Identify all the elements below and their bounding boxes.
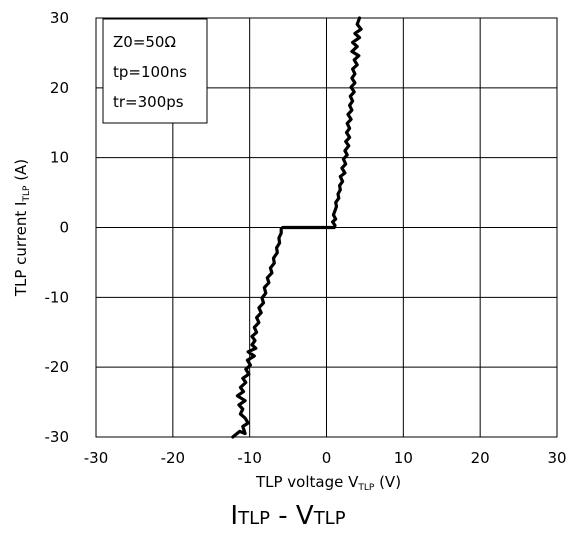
x-axis-label: TLP voltage VTLP (V) xyxy=(255,473,401,493)
legend-entry-0: Z0=50Ω xyxy=(113,33,176,51)
y-tick-label-4: 10 xyxy=(50,149,69,167)
x-tick-label-3: 0 xyxy=(322,449,332,467)
grid-lines xyxy=(96,18,557,437)
y-axis-label: TLP current ITLP (A) xyxy=(12,159,32,297)
y-tick-label-1: -20 xyxy=(45,358,70,376)
plot-border xyxy=(95,17,558,438)
plot-frame xyxy=(95,17,558,438)
y-tick-label-2: -10 xyxy=(45,288,70,306)
x-tick-label-2: -10 xyxy=(237,449,262,467)
x-tick-label-6: 30 xyxy=(547,449,566,467)
y-tick-label-0: -30 xyxy=(45,428,70,446)
tlp-iv-chart: -30 -20 -10 0 10 20 30 -30 -20 -10 0 10 20 30 Z0=50Ω… xyxy=(12,9,567,493)
legend-frame xyxy=(102,18,208,124)
y-tick-label-5: 20 xyxy=(50,79,69,97)
series-line-0 xyxy=(231,16,363,439)
series-group xyxy=(231,16,363,439)
legend-box: Z0=50Ω tp=100ns tr=300ps xyxy=(102,18,208,124)
caption-i: I xyxy=(230,501,239,531)
caption-separator: - xyxy=(269,501,296,531)
legend-entry-2: tr=300ps xyxy=(113,93,184,111)
x-axis-label-unit: (V) xyxy=(374,473,401,491)
y-tick-label-6: 30 xyxy=(50,9,69,27)
x-tick-label-5: 20 xyxy=(471,449,490,467)
y-axis-label-unit: (A) xyxy=(12,159,30,186)
x-axis-label-main: TLP voltage V xyxy=(255,473,359,491)
x-tick-label-4: 10 xyxy=(394,449,413,467)
caption-v: V xyxy=(295,501,314,531)
x-axis-label-sub: TLP xyxy=(357,483,375,493)
y-tick-labels: -30 -20 -10 0 10 20 30 xyxy=(45,9,70,446)
chart-caption: ITLP - VTLP xyxy=(0,500,576,535)
x-tick-label-1: -20 xyxy=(161,449,186,467)
y-tick-label-3: 0 xyxy=(59,219,69,237)
caption-v-sub: TLP xyxy=(313,508,346,529)
y-axis-label-sub: TLP xyxy=(22,185,32,203)
y-axis-label-main: TLP current I xyxy=(12,202,30,298)
x-tick-labels: -30 -20 -10 0 10 20 30 xyxy=(84,449,567,467)
legend-entry-1: tp=100ns xyxy=(113,63,187,81)
caption-i-sub: TLP xyxy=(238,508,270,529)
x-tick-label-0: -30 xyxy=(84,449,109,467)
